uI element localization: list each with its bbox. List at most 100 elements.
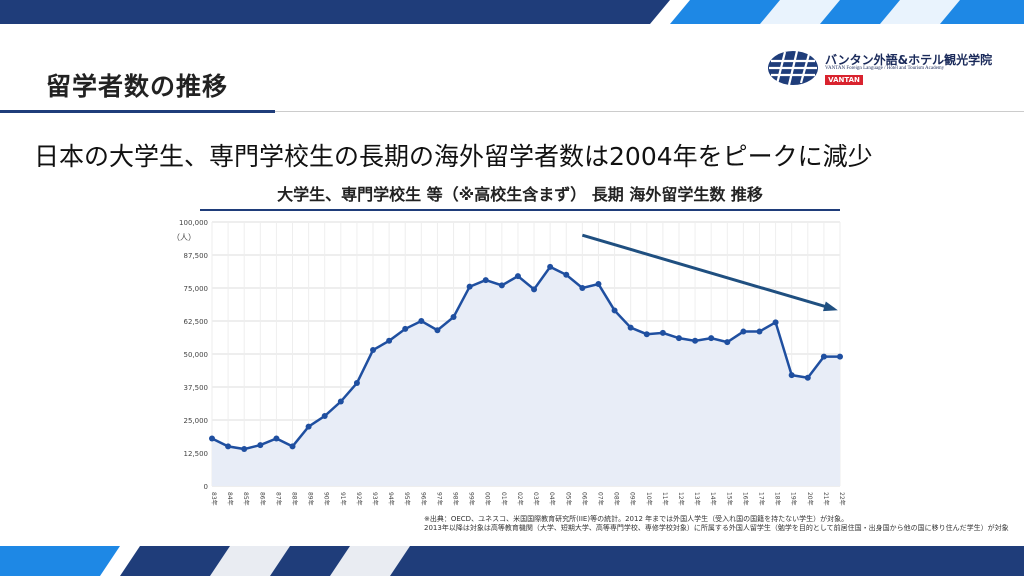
data-point — [692, 337, 699, 344]
data-point — [595, 281, 602, 288]
x-tick-label: 10年 — [645, 492, 653, 506]
series-line — [211, 265, 840, 451]
x-tick-label: 14年 — [709, 492, 717, 506]
data-point — [547, 263, 554, 270]
x-tick-label: 99年 — [468, 492, 476, 506]
data-point — [370, 347, 377, 354]
x-tick-label: 98年 — [452, 492, 460, 506]
data-point — [756, 328, 763, 335]
x-tick-label: 11年 — [661, 492, 669, 506]
data-point — [611, 307, 618, 314]
x-tick-label: 06年 — [580, 492, 588, 506]
x-tick-label: 01年 — [500, 492, 508, 506]
brand-logo: バンタン外語&ホテル観光学院 VANTAN Foreign Language /… — [767, 49, 992, 89]
data-point — [337, 398, 344, 405]
x-tick-label: 15年 — [725, 492, 733, 506]
data-point — [386, 337, 393, 344]
data-point — [579, 285, 586, 291]
data-point — [257, 442, 264, 449]
y-tick-label: 62,500 — [184, 318, 209, 326]
y-tick-label: 75,000 — [184, 285, 209, 293]
x-tick-label: 97年 — [435, 492, 443, 506]
x-tick-label: 09年 — [629, 492, 637, 506]
data-point — [482, 277, 489, 284]
footer-stripe — [0, 546, 1024, 576]
chart-title-underline — [200, 209, 840, 211]
x-tick-label: 22年 — [838, 492, 846, 506]
slide-title: 留学者数の推移 — [46, 72, 229, 101]
x-tick-label: 21年 — [822, 492, 830, 506]
data-point — [659, 329, 666, 336]
x-tick-label: 86年 — [258, 492, 266, 506]
x-tick-label: 88年 — [291, 492, 299, 506]
y-tick-label: 0 — [204, 483, 208, 491]
data-point — [563, 271, 570, 278]
x-tick-label: 08年 — [613, 492, 621, 506]
x-tick-label: 02年 — [516, 492, 524, 506]
y-tick-label: 100,000 — [179, 219, 208, 227]
data-point — [772, 319, 779, 326]
x-tick-label: 94年 — [387, 492, 395, 506]
x-tick-label: 95年 — [403, 492, 411, 506]
series-area — [212, 266, 840, 486]
data-point — [241, 446, 248, 453]
x-tick-label: 19年 — [790, 492, 798, 506]
y-tick-label: 37,500 — [184, 384, 209, 392]
trend-arrow — [581, 233, 835, 311]
x-tick-label: 16年 — [741, 492, 749, 506]
x-tick-label: 13年 — [693, 492, 701, 506]
x-tick-label: 00年 — [484, 492, 492, 506]
y-unit-label: （人） — [172, 233, 196, 242]
x-tick-label: 92年 — [355, 492, 363, 506]
source-note: ※出典：OECD、ユネスコ、米国国際教育研究所(IIE)等の統計。2012 年ま… — [424, 515, 1009, 532]
data-point — [804, 374, 811, 381]
data-point — [627, 324, 634, 331]
x-tick-label: 07年 — [596, 492, 604, 506]
data-point — [273, 435, 280, 442]
data-point — [724, 339, 731, 346]
data-point — [450, 314, 457, 321]
x-tick-label: 90年 — [323, 492, 331, 506]
data-point — [820, 353, 827, 360]
data-point — [418, 318, 425, 324]
data-point — [788, 372, 795, 379]
x-tick-label: 87年 — [274, 492, 282, 506]
data-point — [643, 331, 650, 338]
data-point — [305, 423, 312, 430]
x-tick-label: 96年 — [419, 492, 427, 506]
x-tick-label: 83年 — [210, 492, 218, 506]
data-point — [209, 435, 215, 442]
data-point — [353, 380, 360, 387]
x-tick-label: 18年 — [774, 492, 782, 506]
logo-name-jp: バンタン外語&ホテル観光学院 — [825, 53, 993, 67]
x-tick-label: 03年 — [532, 492, 540, 506]
x-tick-label: 04年 — [548, 492, 556, 506]
x-tick-label: 17年 — [757, 492, 765, 506]
headline: 日本の大学生、専門学校生の長期の海外留学者数は2004年をピークに減少 — [34, 142, 873, 171]
y-tick-label: 87,500 — [184, 252, 209, 260]
data-point — [225, 443, 232, 450]
data-point — [434, 327, 441, 334]
data-point — [514, 273, 521, 280]
x-tick-label: 12年 — [677, 492, 685, 506]
x-tick-label: 93年 — [371, 492, 379, 506]
line-chart: 0 12,500 25,000 37,500 50,000 62,500 75,000 87,… — [172, 219, 846, 506]
x-tick-label: 05年 — [564, 492, 572, 506]
x-tick-label: 84年 — [226, 492, 234, 506]
y-tick-label: 25,000 — [184, 417, 209, 425]
data-point — [740, 328, 747, 335]
x-tick-label: 91年 — [339, 492, 347, 506]
y-tick-label: 50,000 — [184, 351, 209, 359]
data-point — [289, 443, 296, 450]
data-point — [675, 335, 682, 342]
data-point — [321, 413, 328, 420]
logo-name-en: VANTAN Foreign Language / Hotel and Tour… — [825, 66, 945, 71]
globe-icon — [768, 50, 818, 86]
trend-arrow-head — [822, 301, 838, 312]
data-point — [708, 335, 715, 342]
title-underline — [0, 110, 1024, 113]
data-point — [837, 353, 843, 360]
data-point — [466, 283, 473, 290]
chart-title: 大学生、専門学校生 等（※高校生含まず） 長期 海外留学生数 推移 — [277, 185, 763, 204]
header-stripe — [0, 0, 1024, 24]
